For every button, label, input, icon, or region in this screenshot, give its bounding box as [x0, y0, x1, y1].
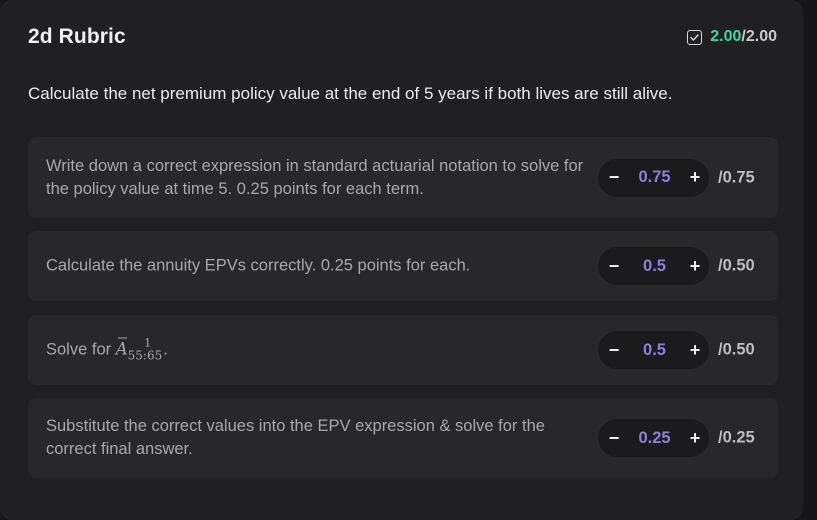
points-stepper: − 0.5 + [598, 331, 709, 369]
math-bar [117, 337, 127, 339]
math-superscript: 1 [144, 336, 152, 350]
score-total: 2.00 [745, 28, 777, 45]
increment-button[interactable]: + [689, 167, 701, 187]
criterion-row: Solve for A55:651. − 0.5 + /0.50 [28, 315, 778, 385]
increment-button[interactable]: + [689, 427, 701, 448]
criterion-text-suffix: . [163, 340, 168, 359]
score-separator: / [741, 28, 746, 45]
points-value[interactable]: 0.5 [643, 256, 666, 275]
rubric-header: 2d Rubric 2.00 / 2.00 [28, 24, 777, 50]
max-points: /0.25 [718, 428, 755, 447]
decrement-button[interactable]: − [608, 255, 620, 276]
criterion-row: Substitute the correct values into the E… [28, 398, 778, 478]
points-stepper: − 0.25 + [598, 419, 709, 457]
criterion-text-prefix: Solve for [46, 340, 116, 359]
criterion-text: Calculate the annuity EPVs correctly. 0.… [46, 256, 471, 275]
criterion-row: Write down a correct expression in stand… [28, 137, 778, 218]
points-stepper: − 0.75 + [598, 158, 709, 197]
max-points: /0.75 [718, 168, 755, 186]
max-points: /0.50 [718, 256, 755, 275]
decrement-button[interactable]: − [608, 427, 620, 448]
criterion-text: Substitute the correct values into the E… [46, 417, 545, 458]
max-points: /0.50 [718, 340, 755, 359]
criterion-row: Calculate the annuity EPVs correctly. 0.… [28, 231, 778, 301]
increment-button[interactable]: + [689, 339, 701, 360]
increment-button[interactable]: + [689, 255, 701, 276]
points-value[interactable]: 0.25 [638, 428, 671, 447]
points-value[interactable]: 0.75 [638, 168, 671, 186]
math-subscript: 55:65 [127, 348, 163, 363]
points-value[interactable]: 0.5 [643, 340, 666, 359]
decrement-button[interactable]: − [608, 167, 620, 187]
checkbox-check-icon [687, 29, 703, 45]
decrement-button[interactable]: − [608, 339, 620, 360]
question-text: Calculate the net premium policy value a… [28, 84, 673, 103]
points-stepper: − 0.5 + [598, 247, 709, 285]
criterion-text: Solve for A55:651. [46, 336, 586, 363]
rubric-score: 2.00 / 2.00 [687, 28, 777, 46]
criterion-text: Write down a correct expression in stand… [46, 156, 584, 198]
math-symbol: A [115, 339, 128, 359]
score-earned: 2.00 [710, 28, 742, 45]
annuity-math-symbol: A55:651 [115, 336, 170, 363]
rubric-title: 2d Rubric [28, 25, 126, 48]
